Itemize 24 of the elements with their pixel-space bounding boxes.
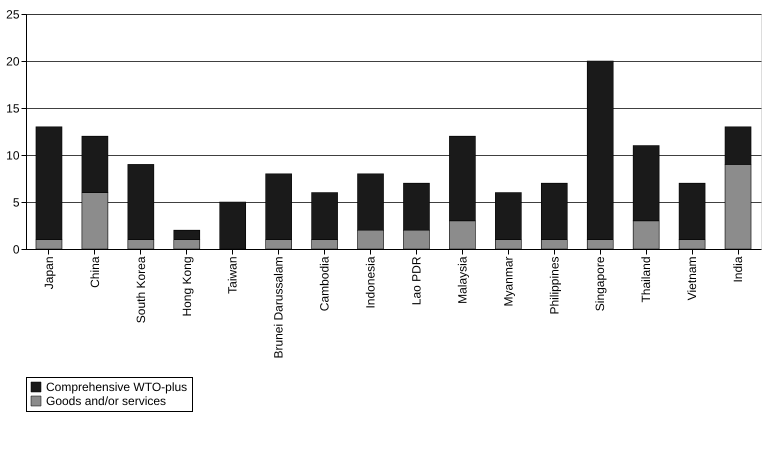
legend-label: Goods and/or services [46, 394, 166, 408]
y-tick-label: 0 [12, 242, 20, 256]
x-tick-label: Cambodia [318, 256, 332, 312]
x-tick-label: Lao PDR [409, 256, 424, 306]
x-tick-label: Brunei Darussalam [272, 256, 286, 359]
x-tick-label: Philippines [547, 256, 562, 315]
y-tick-label: 10 [6, 148, 20, 162]
y-tick-label: 15 [6, 102, 20, 116]
x-tick-label: Taiwan [226, 256, 240, 294]
x-tick-label: India [731, 256, 746, 283]
x-tick-label: Myanmar [501, 256, 516, 307]
x-tick-label: Thailand [639, 256, 654, 303]
x-tick-label: Singapore [593, 256, 608, 312]
legend-label: Comprehensive WTO-plus [46, 380, 188, 394]
y-tick-label: 5 [12, 196, 20, 210]
x-tick-label: South Korea [134, 256, 148, 324]
x-tick-label: Indonesia [364, 256, 378, 309]
x-tick-label: Malaysia [455, 256, 470, 304]
x-tick-label: China [88, 256, 102, 288]
y-tick-label: 25 [6, 8, 20, 22]
x-tick-label: Hong Kong [180, 256, 194, 317]
y-tick-label: 20 [6, 54, 20, 68]
x-tick-label: Vietnam [685, 256, 700, 300]
x-tick-label: Japan [42, 256, 56, 290]
